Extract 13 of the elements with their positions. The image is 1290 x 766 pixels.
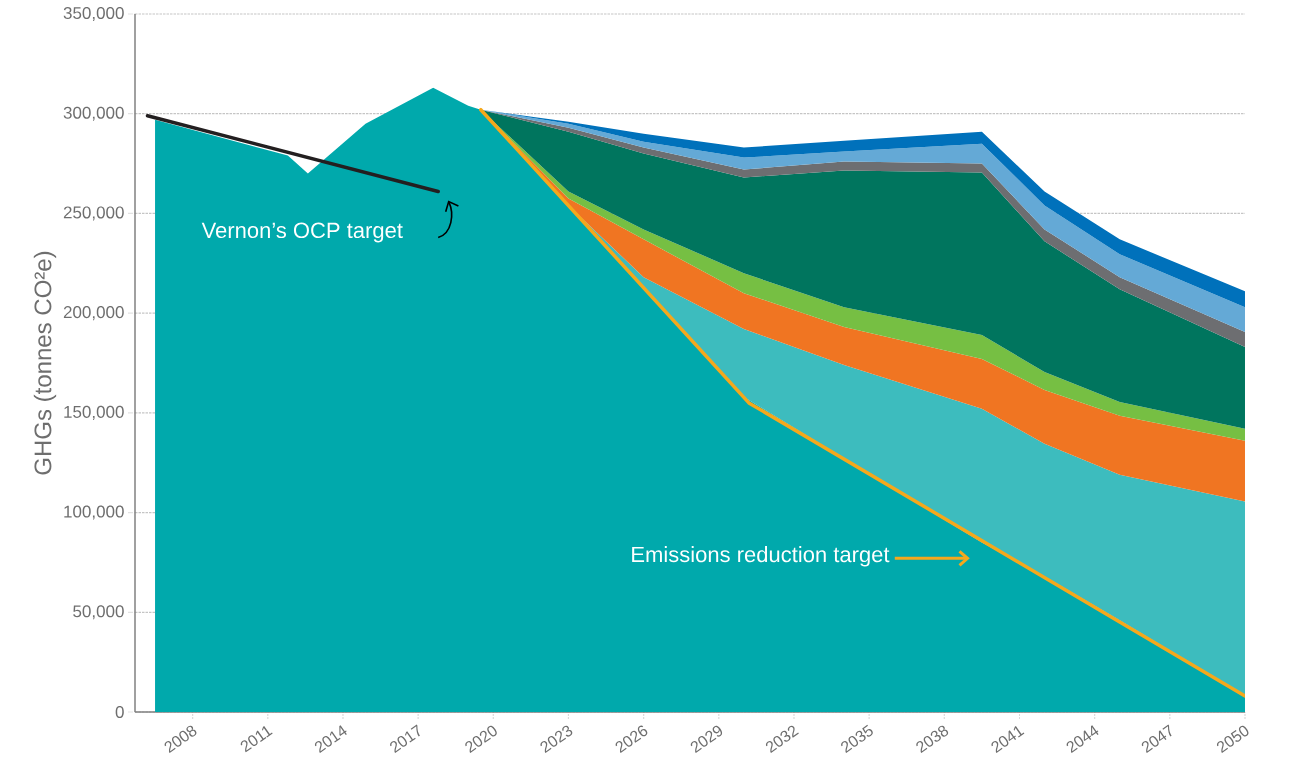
x-tick-label: 2041: [991, 726, 1025, 754]
y-tick-label: 350,000: [63, 6, 124, 22]
y-tick-label: 0: [115, 705, 124, 719]
y-tick-label: 150,000: [64, 405, 124, 420]
y-tick-label: 50,000: [73, 605, 124, 620]
y-tick-label: 300,000: [63, 106, 124, 121]
annotation: Emissions reduction target: [632, 546, 890, 567]
y-axis-title: GHGs (tonnes CO²e): [33, 251, 57, 475]
y-tick-label: 200,000: [63, 306, 124, 321]
y-tick-label: 100,000: [64, 505, 124, 520]
y-tick-label: 250,000: [63, 206, 124, 221]
x-tick-label: 2011: [240, 726, 273, 753]
annotation: Vernon’s OCP target: [201, 222, 403, 243]
